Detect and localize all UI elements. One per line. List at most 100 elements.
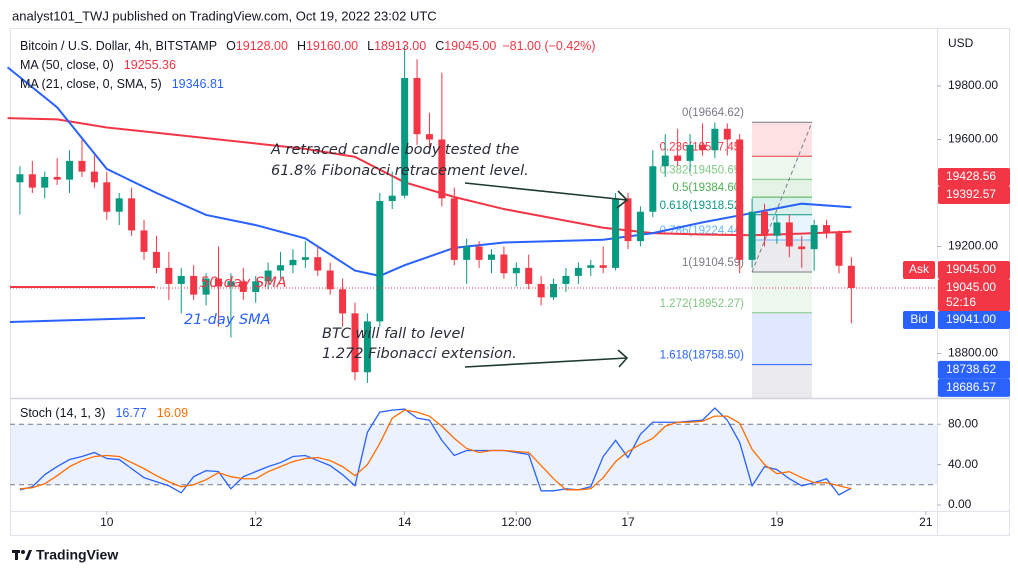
fib-label: 0.5(19384.60) (672, 182, 744, 194)
annotation: 21-day SMA (184, 312, 271, 328)
change: −81.00 (−0.42%) (502, 39, 595, 53)
candle-body (177, 275, 185, 284)
price-tag-label: 19041.00 (946, 312, 996, 326)
fib-label: 0.618(19318.52) (660, 200, 745, 212)
price-tag-label: 19045.00 (946, 280, 996, 294)
ohlc-key: H (297, 39, 306, 53)
brand: TradingView (36, 547, 118, 563)
drawn-line (9, 317, 146, 323)
fib-band (752, 272, 812, 313)
fib-label: 1(19104.59) (682, 257, 744, 269)
price-tag-label: 19392.57 (946, 187, 996, 201)
candle-body (674, 155, 682, 161)
annotation: 1.272 Fibonacci extension. (322, 346, 517, 362)
candle-body (624, 198, 632, 242)
y-tick-label: 0.00 (948, 497, 972, 511)
fib-band (752, 239, 812, 273)
annotation: BTC will fall to level (322, 326, 464, 342)
fib-band (752, 156, 812, 180)
candle-body (53, 176, 61, 180)
arrow (464, 182, 629, 209)
candle-body (28, 174, 36, 188)
candle-body (363, 321, 371, 373)
price-tag-label: 19428.56 (946, 169, 996, 183)
price-tag (938, 260, 1010, 279)
candle-body (537, 283, 545, 298)
x-tick-label: 21 (919, 515, 933, 529)
y-tick-label: 18800.00 (948, 346, 998, 360)
candle-body (252, 281, 260, 292)
candle-body (785, 222, 793, 247)
candle-body (636, 211, 644, 242)
fib-band (752, 122, 812, 157)
candle-body (798, 246, 806, 250)
fib-trend (751, 122, 813, 273)
price-tag-label: 18738.62 (946, 362, 996, 376)
quote-tag-label: Bid (910, 312, 927, 326)
candle-body (748, 211, 756, 260)
candle-body (214, 278, 222, 287)
fib-label: 0.382(19450.69) (660, 164, 745, 176)
fib-label: 1.618(18758.50) (660, 350, 745, 362)
legend: Bitcoin / U.S. Dollar, 4h, BITSTAMP O1912… (20, 39, 596, 420)
symbol-legend: Bitcoin / U.S. Dollar, 4h, BITSTAMP O1912… (20, 39, 596, 53)
price-tag (938, 278, 1010, 311)
fib-band (752, 364, 812, 398)
price-tag (938, 378, 1010, 397)
annotation: 50-day SMA (200, 275, 287, 291)
x-tick-label: 17 (621, 515, 635, 529)
candle-body (425, 134, 433, 140)
x-tick-label: 12 (249, 515, 263, 529)
line (19, 407, 852, 496)
candle-body (351, 313, 359, 373)
price-tag (938, 167, 1010, 186)
countdown: 52:16 (946, 295, 976, 309)
stoch-value: 16.09 (157, 406, 188, 420)
candle-body (90, 171, 98, 183)
candle-body (115, 198, 123, 212)
ohlc-value: 19160.00 (306, 39, 358, 53)
candle-body (16, 174, 24, 183)
ma-legend: MA (50, close, 0) 19255.36 (20, 58, 176, 72)
ohlc-key: O (226, 39, 236, 53)
candle-body (711, 128, 719, 151)
ma-name: MA (21, close, 0, SMA, 5) (20, 77, 162, 91)
candle-body (413, 77, 421, 135)
candle-body (500, 254, 508, 274)
price-tag (938, 360, 1010, 379)
candle-body (723, 128, 731, 140)
ma-value: 19255.36 (124, 58, 176, 72)
candle-body (487, 254, 495, 260)
ohlc-value: 19128.00 (236, 39, 288, 53)
plot: 18800.00 19200.00 19600.00 19800.00 USD 10 12 1… (6, 36, 1010, 529)
candle-body (103, 182, 111, 212)
candle-body (587, 265, 595, 268)
symbol: Bitcoin / U.S. Dollar, 4h, BITSTAMP (20, 39, 217, 53)
ohlc-value: 18913.00 (374, 39, 426, 53)
candle-body (128, 198, 136, 231)
candle-body (289, 259, 297, 266)
candle-body (773, 222, 781, 236)
candle-body (562, 275, 570, 284)
candle-body (41, 176, 49, 188)
candle-body (388, 195, 396, 202)
price-tag-label: 18686.57 (946, 380, 996, 394)
fib-label: 1.272(18952.27) (660, 298, 745, 310)
ma-legend: MA (21, close, 0, SMA, 5) 19346.81 (20, 77, 224, 91)
candle-body (376, 201, 384, 322)
candle-body (475, 246, 483, 260)
candle-body (574, 267, 582, 276)
candle-body (450, 198, 458, 260)
candle-body (661, 155, 669, 167)
ma-value: 19346.81 (172, 77, 224, 91)
price-tag (938, 185, 1010, 204)
candle-body (301, 257, 309, 260)
stoch-value: 16.77 (115, 406, 146, 420)
candle-body (698, 144, 706, 151)
candle-body (401, 77, 409, 196)
quote-tag-label: Ask (909, 262, 930, 276)
stoch-band (11, 424, 937, 485)
arrow (464, 349, 629, 368)
candle-body (190, 275, 198, 295)
